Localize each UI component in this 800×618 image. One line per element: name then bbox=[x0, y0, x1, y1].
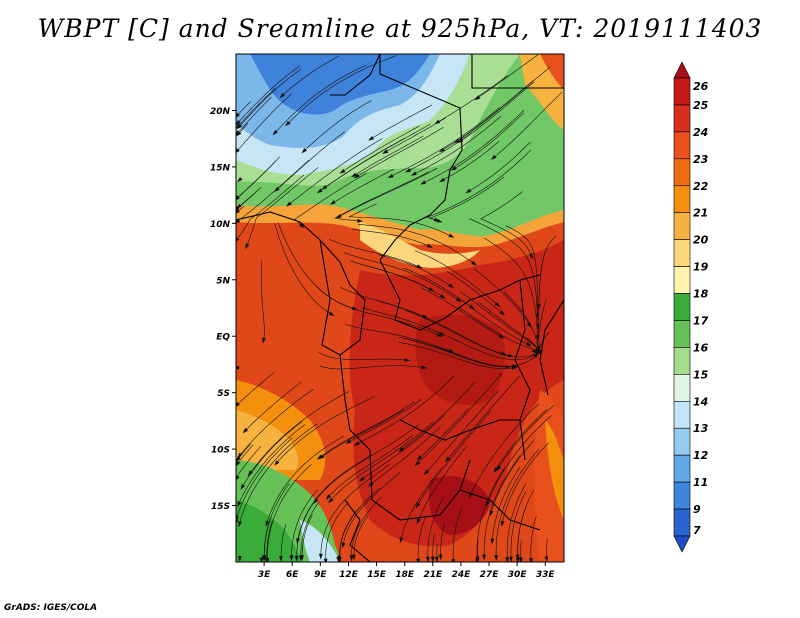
colorbar-label: 24 bbox=[693, 126, 708, 139]
lat-label: 10N bbox=[210, 220, 231, 230]
colorbar-segment bbox=[674, 186, 690, 213]
colorbar-segment bbox=[674, 455, 690, 482]
colorbar-label: 12 bbox=[693, 449, 709, 462]
colorbar-label: 20 bbox=[693, 234, 709, 247]
colorbar-segment bbox=[674, 240, 690, 267]
lat-label: 15S bbox=[211, 502, 230, 512]
colorbar-label: 16 bbox=[693, 341, 709, 354]
colorbar-segment bbox=[674, 267, 690, 294]
lon-label: 12E bbox=[339, 570, 359, 580]
latitude-axis: 20N 15N 10N 5N EQ 5S 10S 15S bbox=[210, 107, 236, 512]
colorbar-segment bbox=[674, 159, 690, 186]
colorbar-top-triangle bbox=[674, 62, 690, 78]
colorbar-label: 13 bbox=[693, 422, 709, 435]
lat-label: 5N bbox=[216, 276, 230, 286]
colorbar-segment bbox=[674, 132, 690, 159]
colorbar-label: 19 bbox=[693, 261, 709, 274]
colorbar-segment bbox=[674, 374, 690, 401]
lon-label: 18E bbox=[395, 570, 415, 580]
lat-label: 5S bbox=[217, 389, 230, 399]
colorbar-label: 26 bbox=[693, 80, 709, 93]
colorbar-segment bbox=[674, 347, 690, 374]
longitude-axis: 3E 6E 9E 12E 15E 18E 21E 24E 27E 30E 33E bbox=[258, 562, 556, 580]
colorbar-segment bbox=[674, 509, 690, 536]
colorbar-segment bbox=[674, 213, 690, 240]
lon-label: 6E bbox=[286, 570, 299, 580]
lat-label: EQ bbox=[216, 333, 230, 343]
colorbar-segment bbox=[674, 482, 690, 509]
colorbar: 26 25 24 23 22 21 20 19 18 17 16 15 14 13 12 11 9 7 bbox=[674, 62, 709, 552]
lon-label: 21E bbox=[423, 570, 443, 580]
colorbar-label: 15 bbox=[693, 368, 709, 381]
colorbar-label: 21 bbox=[693, 207, 708, 220]
colorbar-segment bbox=[674, 320, 690, 347]
colorbar-segment bbox=[674, 105, 690, 132]
colorbar-segment bbox=[674, 78, 690, 105]
lon-label: 24E bbox=[452, 570, 472, 580]
lon-label: 3E bbox=[258, 570, 271, 580]
grads-credit: GrADS: IGES/COLA bbox=[4, 603, 97, 613]
colorbar-label: 14 bbox=[693, 395, 708, 408]
lat-label: 20N bbox=[210, 107, 231, 117]
colorbar-segment bbox=[674, 428, 690, 455]
colorbar-label: 7 bbox=[693, 524, 701, 537]
lon-label: 9E bbox=[314, 570, 327, 580]
lon-label: 33E bbox=[536, 570, 556, 580]
lat-label: 10S bbox=[211, 446, 230, 456]
lon-label: 15E bbox=[367, 570, 387, 580]
colorbar-label: 11 bbox=[693, 476, 708, 489]
colorbar-label: 18 bbox=[693, 288, 709, 301]
colorbar-label: 9 bbox=[693, 503, 701, 516]
colorbar-label: 25 bbox=[693, 99, 709, 112]
colorbar-segment bbox=[674, 294, 690, 321]
colorbar-bottom-triangle bbox=[674, 536, 690, 552]
lon-label: 27E bbox=[480, 570, 500, 580]
colorbar-label: 17 bbox=[693, 314, 709, 327]
colorbar-segment bbox=[674, 401, 690, 428]
colorbar-label: 23 bbox=[693, 153, 709, 166]
lat-label: 15N bbox=[210, 163, 231, 173]
colorbar-label: 22 bbox=[693, 180, 709, 193]
lon-label: 30E bbox=[508, 570, 528, 580]
